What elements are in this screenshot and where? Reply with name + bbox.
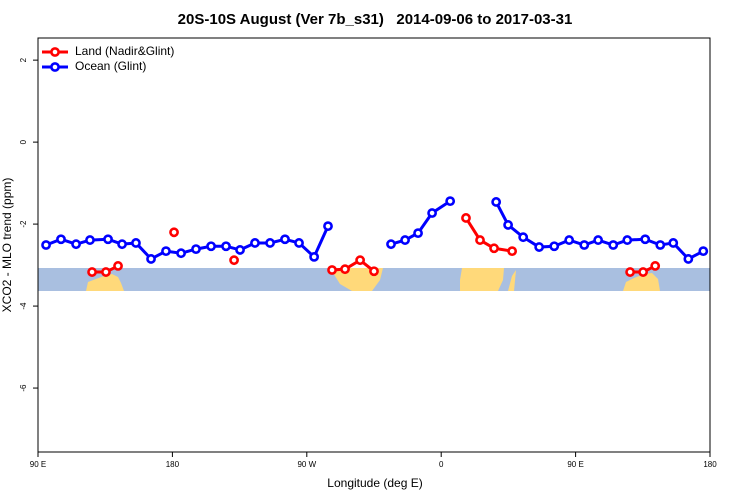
data-point xyxy=(507,246,518,257)
map-strip xyxy=(38,268,710,291)
data-point xyxy=(655,240,666,250)
data-point xyxy=(683,254,694,264)
data-point xyxy=(386,239,396,250)
x-tick-label: 90 E xyxy=(30,460,46,469)
data-point xyxy=(117,239,127,250)
x-tick-label: 90 W xyxy=(297,460,316,469)
data-point xyxy=(640,234,651,245)
data-point xyxy=(113,261,123,271)
data-point xyxy=(221,241,231,252)
data-point xyxy=(206,241,216,252)
data-point xyxy=(698,246,709,257)
x-tick-label: 180 xyxy=(166,460,180,469)
data-point xyxy=(445,196,456,207)
data-point xyxy=(103,234,113,245)
data-point xyxy=(169,227,179,238)
data-point xyxy=(101,267,111,277)
plot-frame xyxy=(37,37,711,453)
data-point xyxy=(491,197,502,207)
data-point xyxy=(608,240,619,250)
data-point xyxy=(638,267,648,277)
y-tick-label: -2 xyxy=(19,220,28,228)
data-point xyxy=(427,208,437,218)
data-point xyxy=(622,235,633,245)
data-point xyxy=(229,255,239,266)
data-point xyxy=(327,265,337,275)
data-point xyxy=(593,235,604,245)
data-point xyxy=(579,240,590,250)
y-tick-label: -6 xyxy=(19,384,28,392)
data-point xyxy=(668,238,679,248)
data-point xyxy=(294,238,304,248)
x-axis-label: Longitude (deg E) xyxy=(327,476,422,490)
data-point xyxy=(475,235,485,245)
data-point xyxy=(369,266,379,277)
data-point xyxy=(146,254,156,264)
data-point xyxy=(85,235,95,245)
series-line xyxy=(331,258,375,273)
x-tick-label: 0 xyxy=(439,460,444,469)
legend-label: Land (Nadir&Glint) xyxy=(75,44,174,58)
data-point xyxy=(489,243,499,254)
land-shape xyxy=(86,274,124,291)
x-tick-label: 180 xyxy=(703,460,717,469)
data-point xyxy=(503,220,514,230)
y-tick-label: 2 xyxy=(19,57,28,62)
data-point xyxy=(235,245,245,255)
data-point xyxy=(534,242,545,252)
y-axis-label: XCO2 - MLO trend (ppm) xyxy=(0,178,14,313)
series-line xyxy=(464,217,513,253)
land-shape xyxy=(460,268,504,291)
data-point xyxy=(400,235,410,245)
data-point xyxy=(56,234,66,245)
series-line xyxy=(390,199,451,246)
data-point xyxy=(549,241,560,252)
data-point xyxy=(176,248,186,259)
series-line xyxy=(494,201,704,261)
data-point xyxy=(340,264,350,275)
land-shape xyxy=(623,273,660,291)
data-point xyxy=(413,228,423,239)
data-point xyxy=(250,238,260,248)
data-point xyxy=(87,267,97,277)
chart-title: 20S-10S August (Ver 7b_s31) 2014-09-06 t… xyxy=(178,11,573,28)
data-point xyxy=(461,213,471,223)
data-point xyxy=(280,234,290,245)
data-point xyxy=(518,232,529,243)
data-point xyxy=(161,246,171,257)
legend-label: Ocean (Glint) xyxy=(75,59,146,73)
data-point xyxy=(650,261,661,271)
land-shape xyxy=(508,270,516,291)
data-point xyxy=(309,251,320,262)
data-point xyxy=(265,238,275,248)
data-point xyxy=(41,240,51,250)
legend-marker xyxy=(50,47,60,57)
data-point xyxy=(323,221,333,232)
data-point xyxy=(355,255,366,266)
land-shape xyxy=(330,268,383,291)
data-point xyxy=(71,239,81,250)
y-tick-label: 0 xyxy=(19,139,28,144)
data-point xyxy=(625,267,636,277)
data-point xyxy=(191,244,201,254)
x-tick-label: 90 E xyxy=(567,460,583,469)
legend-marker xyxy=(50,62,60,72)
y-tick-label: -4 xyxy=(19,302,28,310)
data-point xyxy=(564,235,575,245)
data-point xyxy=(131,238,141,248)
